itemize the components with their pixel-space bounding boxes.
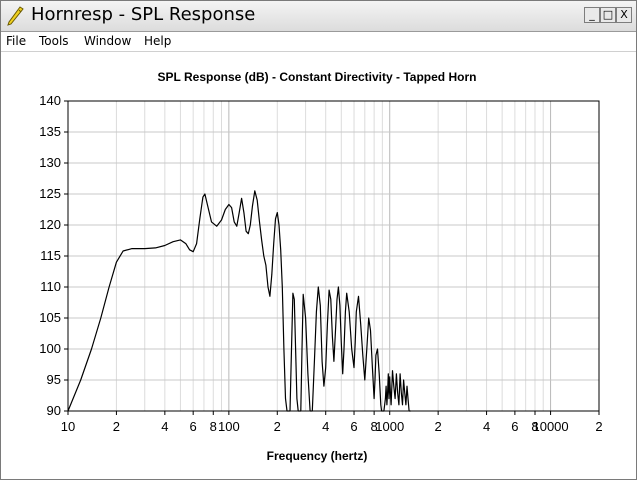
x-tick-label: 6 <box>190 419 197 434</box>
spl-response-chart: SPL Response (dB) - Constant Directivity… <box>39 70 602 463</box>
y-tick-label: 120 <box>39 217 61 232</box>
window-title: Hornresp - SPL Response <box>31 4 256 25</box>
hornresp-app-icon <box>4 5 26 27</box>
x-tick-label: 2 <box>113 419 120 434</box>
y-tick-label: 90 <box>47 403 61 418</box>
x-tick-label: 6 <box>511 419 518 434</box>
series-group <box>67 190 411 412</box>
x-tick-label: 8 <box>371 419 378 434</box>
y-tick-label: 130 <box>39 155 61 170</box>
x-tick-label: 4 <box>322 419 329 434</box>
grid <box>68 101 599 411</box>
y-tick-label: 110 <box>40 279 61 294</box>
y-tick-label: 100 <box>39 341 61 356</box>
y-tick-label: 105 <box>39 310 61 325</box>
x-tick-label: 100 <box>218 419 240 434</box>
x-tick-label: 2 <box>595 419 602 434</box>
x-tick-label: 2 <box>274 419 281 434</box>
menu-window[interactable]: Window <box>84 34 132 48</box>
y-tick-label: 115 <box>40 248 61 263</box>
y-tick-label: 95 <box>47 372 61 387</box>
y-tick-label: 135 <box>39 124 61 139</box>
menu-file[interactable]: File <box>6 34 27 48</box>
chart-title: SPL Response (dB) - Constant Directivity… <box>158 70 477 84</box>
x-tick-label: 4 <box>483 419 490 434</box>
x-axis-label: Frequency (hertz) <box>267 449 368 463</box>
menu-bar: File Tools Window Help <box>1 32 636 52</box>
y-tick-label: 140 <box>39 93 61 108</box>
y-tick-label: 125 <box>39 186 61 201</box>
x-tick-label: 8 <box>531 419 538 434</box>
spl-response-curve <box>67 190 411 412</box>
x-tick-label: 1000 <box>375 419 404 434</box>
menu-tools[interactable]: Tools <box>39 34 69 48</box>
x-tick-label: 2 <box>435 419 442 434</box>
spl-chart-panel: SPL Response (dB) - Constant Directivity… <box>1 52 636 479</box>
title-bar[interactable]: Hornresp - SPL Response _ □ X <box>1 1 636 32</box>
x-tick-label: 8 <box>210 419 217 434</box>
x-tick-label: 4 <box>161 419 168 434</box>
minimize-button[interactable]: _ <box>584 7 600 23</box>
menu-help[interactable]: Help <box>144 34 172 48</box>
plot-frame <box>67 100 600 412</box>
close-button[interactable]: X <box>616 7 632 23</box>
x-tick-label: 10 <box>61 419 75 434</box>
x-tick-label: 10000 <box>532 419 568 434</box>
maximize-button[interactable]: □ <box>600 7 616 23</box>
x-tick-label: 6 <box>350 419 357 434</box>
